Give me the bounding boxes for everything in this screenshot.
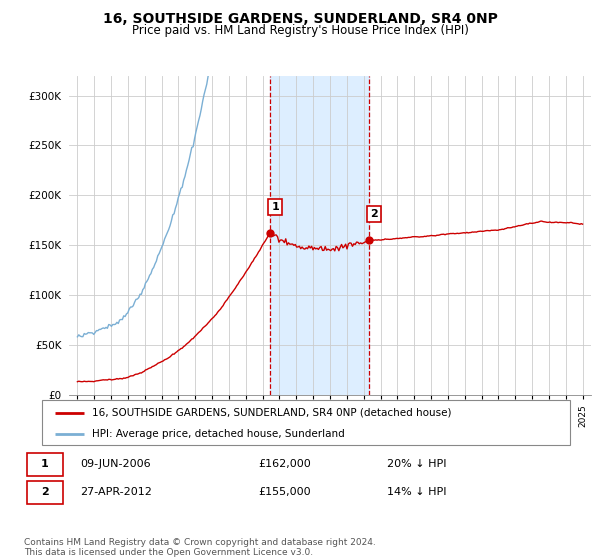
Text: £155,000: £155,000	[259, 487, 311, 497]
Text: 1: 1	[271, 202, 279, 212]
FancyBboxPatch shape	[42, 400, 570, 445]
Text: 2: 2	[370, 209, 378, 220]
FancyBboxPatch shape	[27, 453, 63, 475]
Text: 1: 1	[41, 459, 49, 469]
Text: £162,000: £162,000	[259, 459, 311, 469]
Text: 27-APR-2012: 27-APR-2012	[80, 487, 152, 497]
Text: 16, SOUTHSIDE GARDENS, SUNDERLAND, SR4 0NP: 16, SOUTHSIDE GARDENS, SUNDERLAND, SR4 0…	[103, 12, 497, 26]
Text: Contains HM Land Registry data © Crown copyright and database right 2024.
This d: Contains HM Land Registry data © Crown c…	[24, 538, 376, 557]
Text: 16, SOUTHSIDE GARDENS, SUNDERLAND, SR4 0NP (detached house): 16, SOUTHSIDE GARDENS, SUNDERLAND, SR4 0…	[92, 408, 452, 418]
Text: 14% ↓ HPI: 14% ↓ HPI	[387, 487, 446, 497]
Text: HPI: Average price, detached house, Sunderland: HPI: Average price, detached house, Sund…	[92, 429, 345, 439]
Text: 09-JUN-2006: 09-JUN-2006	[80, 459, 151, 469]
Text: 2: 2	[41, 487, 49, 497]
Text: 20% ↓ HPI: 20% ↓ HPI	[387, 459, 446, 469]
FancyBboxPatch shape	[27, 481, 63, 503]
Bar	[270, 76, 369, 395]
Text: Price paid vs. HM Land Registry's House Price Index (HPI): Price paid vs. HM Land Registry's House …	[131, 24, 469, 36]
